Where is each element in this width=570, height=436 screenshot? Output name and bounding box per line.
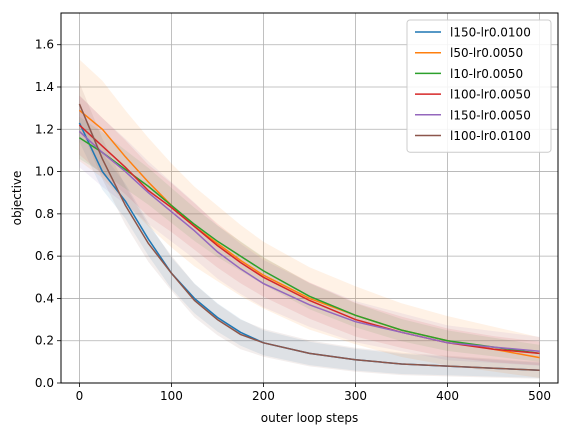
x-tick-label: 500 xyxy=(528,389,551,403)
grid xyxy=(61,13,558,384)
y-tick-label: 1.0 xyxy=(35,165,54,179)
y-tick-label: 0.8 xyxy=(35,207,54,221)
legend-box xyxy=(406,19,552,153)
plot-frame xyxy=(60,12,559,384)
y-tick-label: 0.0 xyxy=(35,376,54,390)
x-tick-label: 300 xyxy=(344,389,367,403)
legend-label: l100-lr0.0100 xyxy=(450,129,531,143)
x-tick-label: 400 xyxy=(436,389,459,403)
series-band xyxy=(79,95,540,366)
legend-label: l10-lr0.0050 xyxy=(450,67,523,81)
legend-label: l50-lr0.0050 xyxy=(450,46,523,60)
x-axis-label: outer loop steps xyxy=(261,411,358,425)
series-band xyxy=(79,103,540,378)
y-tick-label: 0.2 xyxy=(35,334,54,348)
series-band xyxy=(79,82,540,379)
x-tick-label: 100 xyxy=(160,389,183,403)
x-tick-label: 0 xyxy=(76,389,84,403)
legend-label: l150-lr0.0050 xyxy=(450,108,531,122)
y-tick-label: 1.4 xyxy=(35,80,54,94)
legend: l150-lr0.0100 l50-lr0.0050 l10-lr0.0050 l10… xyxy=(406,19,552,153)
y-tick-label: 0.4 xyxy=(35,291,54,305)
confidence-bands xyxy=(79,59,540,379)
series-line xyxy=(78,130,540,353)
legend-label: l100-lr0.0050 xyxy=(450,88,531,102)
legend-label: l150-lr0.0100 xyxy=(450,26,531,40)
series-band xyxy=(79,59,540,378)
ticks: 0 100 200 300 400 500 0.0 0.2 0.4 0.6 0.8 1.0 1.2 1.4… xyxy=(35,38,551,403)
x-tick-label: 200 xyxy=(252,389,275,403)
series-band xyxy=(79,95,540,366)
series-lines xyxy=(78,103,540,372)
y-tick-label: 0.6 xyxy=(35,249,54,263)
y-tick-label: 1.2 xyxy=(35,122,54,136)
series-line xyxy=(78,103,540,372)
y-axis-label: objective xyxy=(10,171,24,226)
y-tick-label: 1.6 xyxy=(35,38,54,52)
